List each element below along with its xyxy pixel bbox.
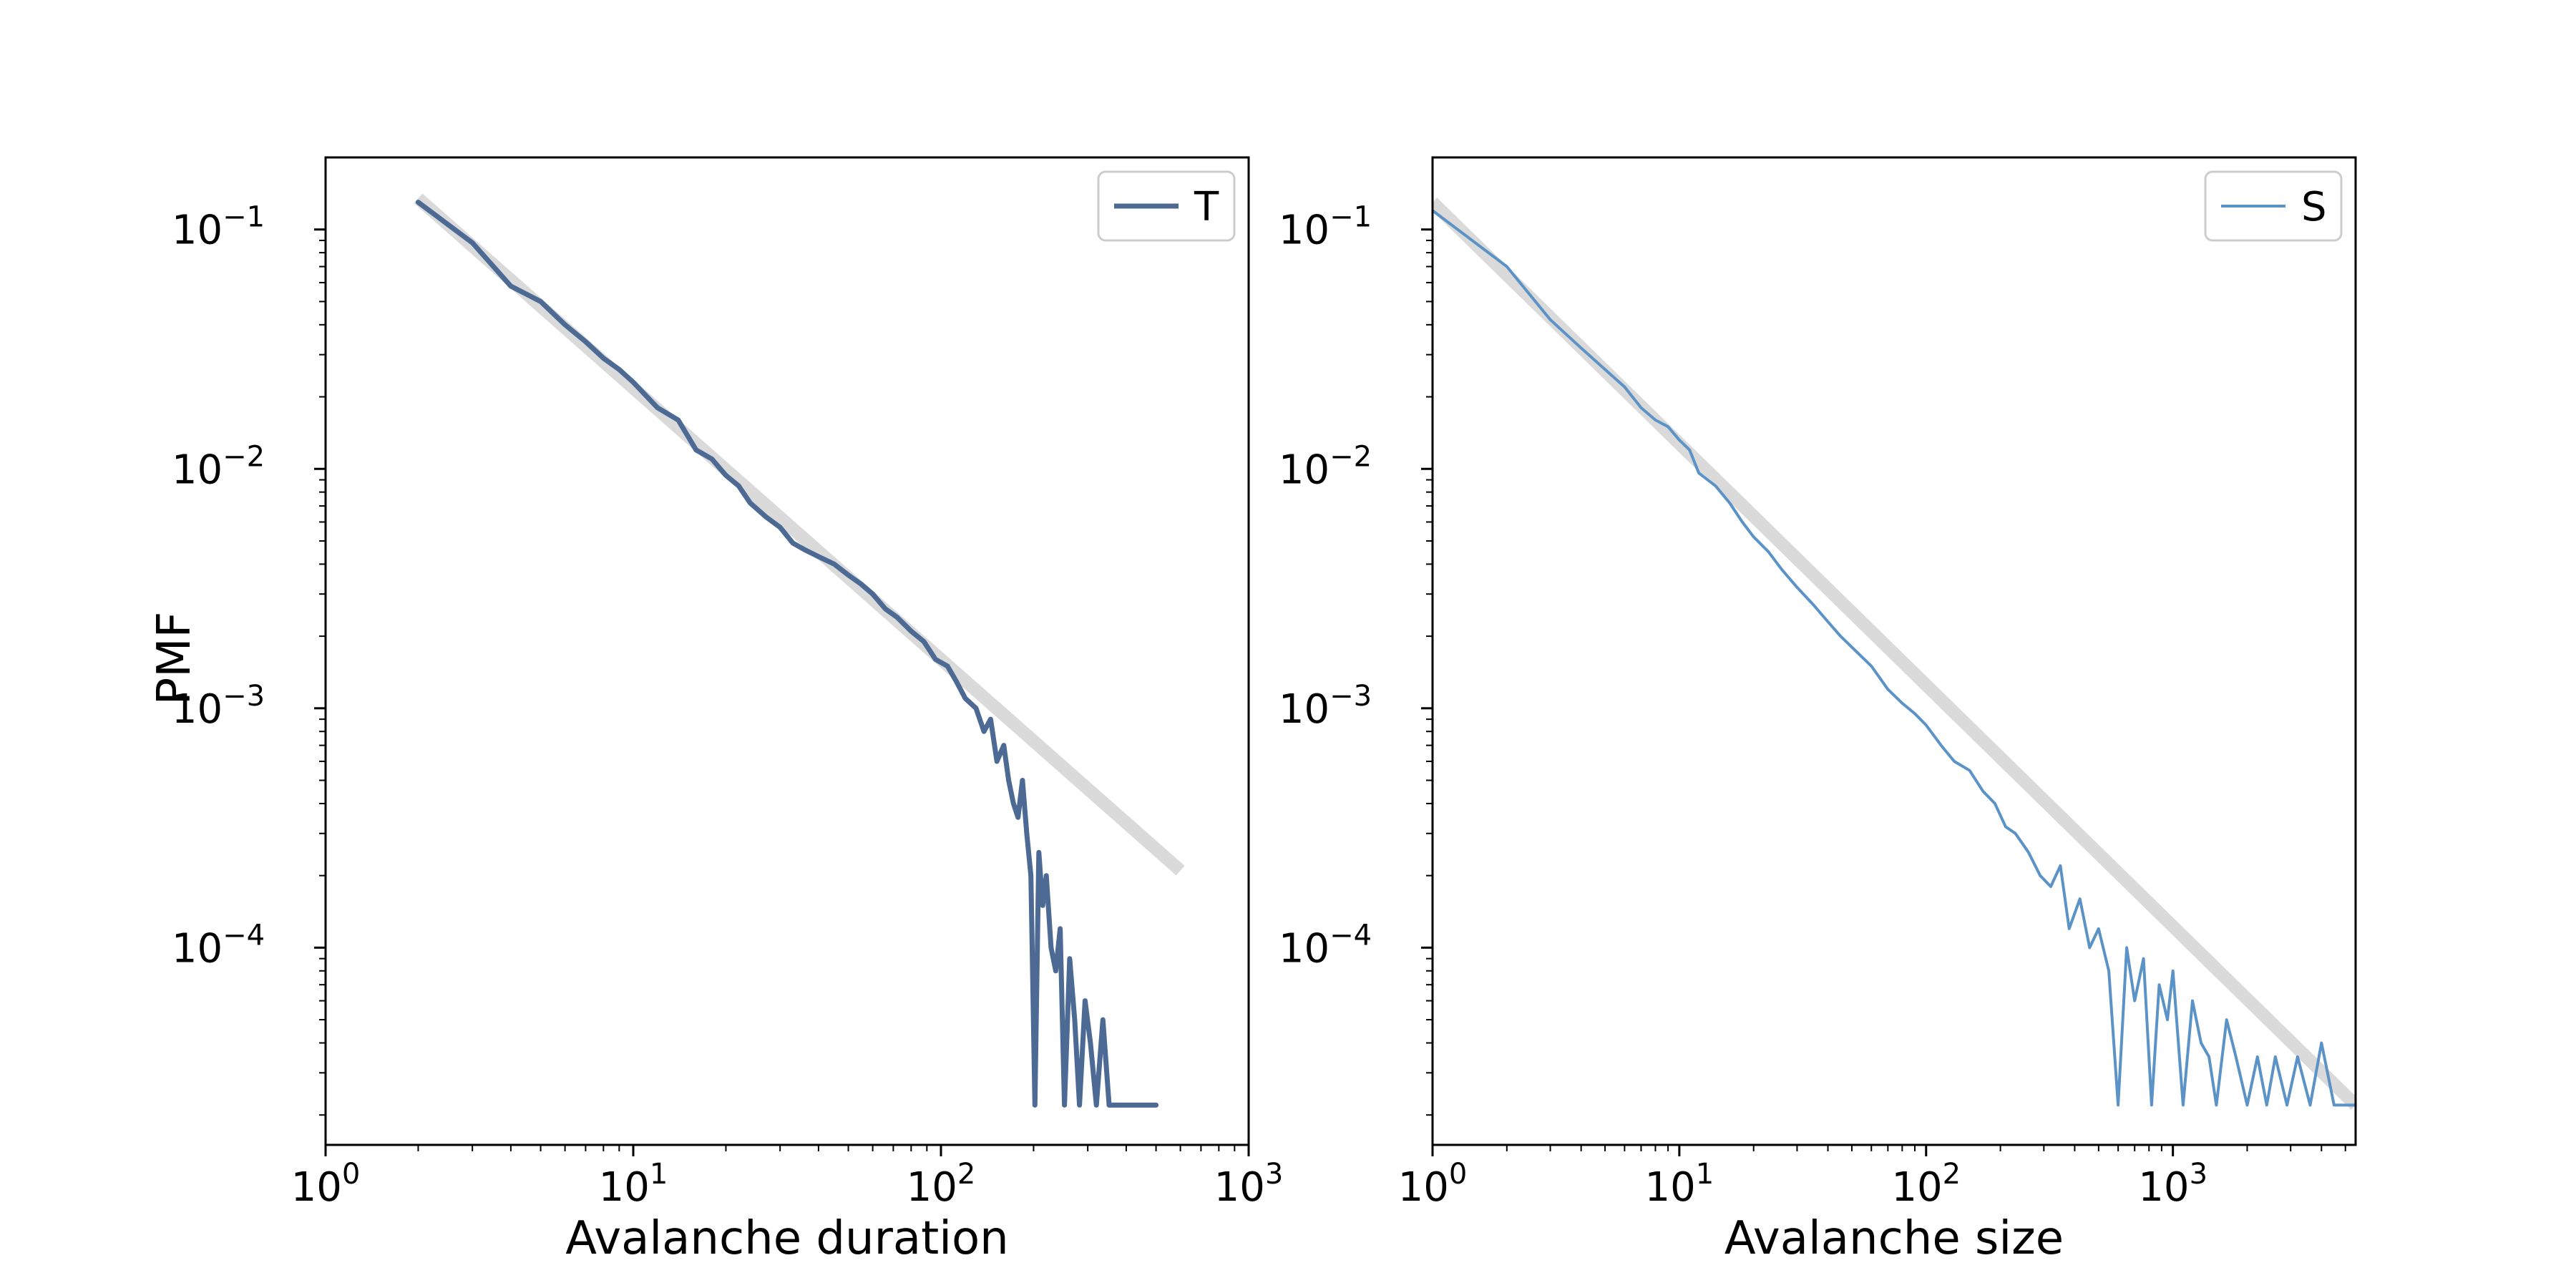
- y-tick-label: 10−4: [172, 919, 265, 972]
- x-tick-label: 103: [1214, 1158, 1284, 1211]
- x-tick-label: 102: [1891, 1158, 1961, 1211]
- y-tick-label: 10−1: [1279, 201, 1372, 254]
- series-line-S: [1433, 209, 2356, 1107]
- axes-frame: [1431, 156, 2357, 1146]
- x-tick-label: 103: [2138, 1158, 2207, 1211]
- x-tick-label: 102: [907, 1158, 976, 1211]
- x-tick-label: 100: [291, 1158, 361, 1211]
- panel-avalanche-size: 100 101 102 103 10−1 10−2 10−3 10−4 Avalanche si…: [1279, 156, 2357, 1265]
- x-axis-label: Avalanche size: [1724, 1212, 2064, 1265]
- axes-frame: [324, 156, 1250, 1146]
- y-tick-label: 10−1: [172, 201, 265, 254]
- y-tick-label: 10−3: [1279, 680, 1372, 733]
- legend-label: T: [1194, 184, 1219, 230]
- y-tick-label: 10−4: [1279, 919, 1372, 972]
- x-tick-label: 100: [1398, 1158, 1468, 1211]
- fit-line: [414, 193, 1185, 876]
- x-tick-label: 101: [599, 1158, 668, 1211]
- panel-avalanche-duration: 100 101 102 103 10−1 10−2 10−3 10−4 Avalanche du…: [172, 156, 1284, 1265]
- x-tick-label: 101: [1645, 1158, 1714, 1211]
- figure-ylabel: PMF: [148, 612, 201, 706]
- series-line-T: [415, 200, 1159, 1108]
- y-tick-label: 10−2: [1279, 440, 1372, 493]
- plot-area: [1433, 197, 2356, 1110]
- plot-area: [414, 193, 1185, 1108]
- legend-label: S: [2301, 184, 2327, 230]
- x-axis-label: Avalanche duration: [565, 1212, 1008, 1265]
- y-tick-label: 10−3: [172, 680, 265, 733]
- y-tick-label: 10−2: [172, 440, 265, 493]
